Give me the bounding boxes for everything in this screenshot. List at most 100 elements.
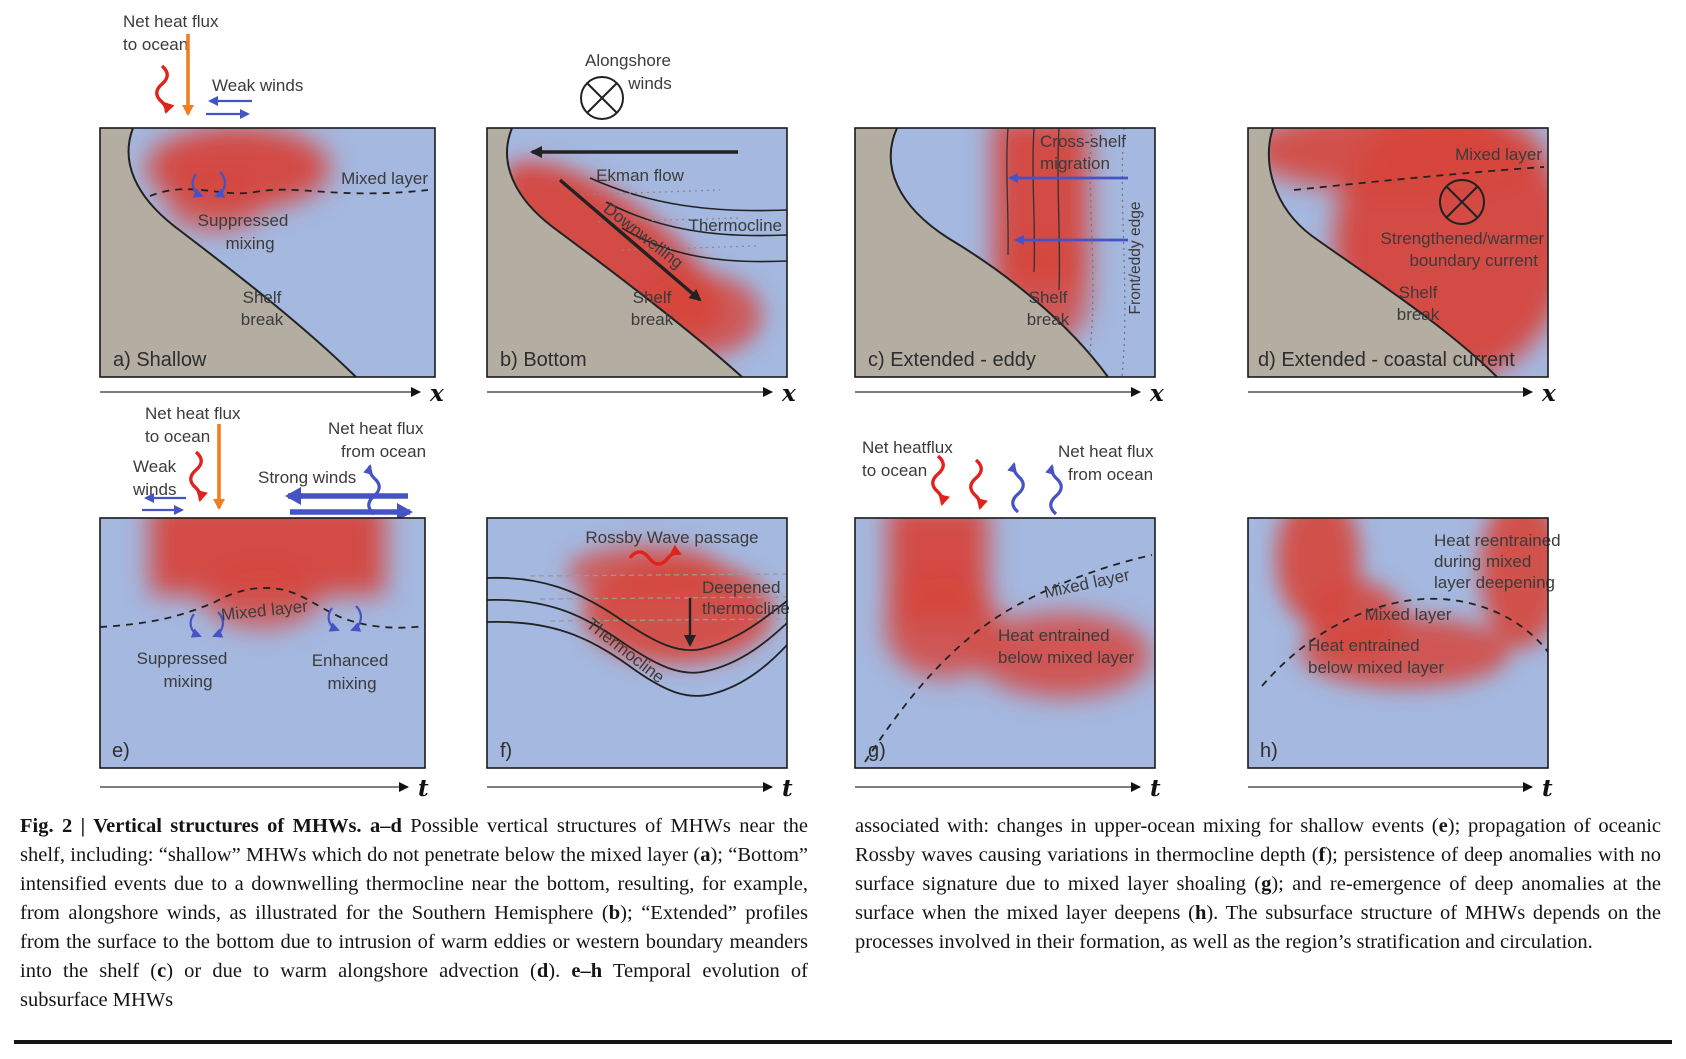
panel-g-t-axis-label: t	[1150, 775, 1161, 802]
panel-c-border	[854, 127, 1156, 378]
panel-h-border	[1247, 517, 1549, 769]
panel-d-mixed-layer-label: Mixed layer	[1455, 145, 1542, 164]
panel-d-coast-line	[1267, 127, 1498, 378]
panel-g-heat-entrained-label: Heat entrained	[998, 626, 1110, 645]
panel-h-reentrained-label: Heat reentrained	[1434, 531, 1561, 550]
panel-a-shelf-land	[100, 128, 356, 377]
panel-b-coast-line	[506, 127, 743, 378]
panel-g-title: g)	[868, 740, 886, 762]
panel-h: Heat reentrained during mixed layer deep…	[1247, 517, 1561, 802]
panel-c-coast-line	[889, 127, 1109, 378]
panel-f-rossby-label: Rossby Wave passage	[585, 528, 758, 547]
panel-e: Net heat flux to ocean Weak winds Strong…	[99, 404, 429, 802]
panel-b-reference-depth-lines	[574, 189, 757, 251]
suppressed-mixing-arrows-icon	[191, 171, 226, 198]
panel-e-t-axis-label: t	[418, 775, 429, 802]
panel-h-heat-entrained-label: Heat entrained	[1308, 636, 1420, 655]
panel-c-shelf-land	[855, 128, 1108, 377]
panel-d: Mixed layer Strengthened/warmer boundary…	[1247, 127, 1556, 407]
enhanced-mixing-arrows-icon	[327, 605, 362, 632]
panel-f-reference-depth-lines	[529, 573, 788, 622]
panel-d-shelf-break-label: Shelf	[1399, 283, 1438, 302]
panel-e-enhanced-mixing-label2: mixing	[327, 674, 376, 693]
cool-wavy-up-arrow-icon	[1045, 464, 1063, 516]
panel-d-border	[1247, 127, 1549, 378]
warm-wavy-down-arrow-icon	[969, 458, 989, 510]
warm-wavy-down-arrow-icon	[155, 64, 175, 114]
panel-b: Alongshore winds Ekman flow T	[486, 51, 796, 407]
weak-wind-double-arrow-icon	[206, 96, 252, 119]
panel-h-title: h)	[1260, 740, 1278, 762]
panel-a-suppressed-mixing-label2: mixing	[225, 234, 274, 253]
panel-e-strong-winds-label: Strong winds	[258, 468, 356, 487]
panel-e-suppressed-mixing-label2: mixing	[163, 672, 212, 691]
panel-g-heat-entrained-label2: below mixed layer	[998, 648, 1134, 667]
panel-b-border	[486, 127, 788, 378]
panel-a-border	[99, 127, 436, 378]
panel-g-heat-to-ocean-label: Net heatflux	[862, 438, 953, 457]
rossby-wave-arrow-icon	[628, 544, 682, 566]
warm-wavy-down-arrow-icon	[189, 450, 209, 502]
panel-d-x-axis-label: x	[1541, 380, 1556, 407]
cool-wavy-up-arrow-icon	[363, 464, 381, 516]
panel-h-mixed-layer-label: Mixed layer	[1365, 605, 1452, 624]
panel-b-thermocline-lines	[589, 177, 788, 263]
panel-g-heat-to-ocean-label2: to ocean	[862, 461, 927, 480]
panel-f-warm-anomaly	[567, 544, 773, 664]
panel-e-heat-from-ocean-label: Net heat flux	[328, 419, 424, 438]
panel-a-shelf-break-label: Shelf	[243, 288, 282, 307]
front-eddy-edge-lines	[1089, 127, 1126, 378]
panel-c-x-axis-label: x	[1149, 380, 1164, 407]
panel-a-x-axis-label: x	[429, 380, 444, 407]
downwelling-arrow-icon	[558, 178, 702, 302]
panel-b-thermocline-label: Thermocline	[688, 216, 782, 235]
panel-d-strengthened-label: Strengthened/warmer	[1381, 229, 1545, 248]
panel-f-thermocline-curves	[486, 576, 788, 697]
panel-a-suppressed-mixing-label: Suppressed	[198, 211, 289, 230]
panel-a-annotations: Net heat flux to ocean Weak winds	[123, 12, 303, 119]
suppressed-mixing-arrows-icon	[189, 611, 224, 638]
figure-2-graphics: Net heat flux to ocean Weak winds Mixed …	[99, 12, 1561, 802]
panel-h-mixed-layer-line	[1261, 598, 1549, 687]
panel-e-weak-winds-label: Weak	[133, 457, 177, 476]
panel-a-weak-winds-label: Weak winds	[212, 76, 303, 95]
panel-c-shelf-break-label: Shelf	[1029, 288, 1068, 307]
figure-caption-left: Fig. 2 | Vertical structures of MHWs. a–…	[20, 815, 808, 1011]
panel-e-warm-anomaly	[150, 518, 385, 628]
panel-h-t-axis-label: t	[1542, 775, 1553, 802]
panel-b-x-axis-label: x	[781, 380, 796, 407]
panel-d-shelf-land	[1248, 128, 1497, 377]
panel-b-title: b) Bottom	[500, 349, 587, 371]
figure-svg: Net heat flux to ocean Weak winds Mixed …	[99, 12, 1561, 802]
panel-h-reentrained-label2: during mixed	[1434, 552, 1531, 571]
panel-c-eddy-lines	[1006, 127, 1061, 291]
panel-h-reentrained-label3: layer deepening	[1434, 573, 1555, 592]
panel-g-border	[854, 517, 1156, 769]
panel-e-enhanced-mixing-label: Enhanced	[312, 651, 389, 670]
panel-a-shelf-break-label2: break	[241, 310, 284, 329]
panel-f-deepened-label2: thermocline	[702, 599, 790, 618]
panel-e-heat-from-ocean-label2: from ocean	[341, 442, 426, 461]
panel-b-shelf-land	[487, 128, 742, 377]
panel-d-mixed-layer-line	[1293, 166, 1545, 191]
panel-h-heat-entrained-label2: below mixed layer	[1308, 658, 1444, 677]
panel-b-ekman-flow-label: Ekman flow	[596, 166, 685, 185]
panel-b-annotations: Alongshore winds	[580, 51, 672, 120]
panel-c-cross-shelf-label: Cross-shelf	[1040, 132, 1126, 151]
panel-a: Net heat flux to ocean Weak winds Mixed …	[99, 12, 444, 407]
cross-shelf-arrows-icon	[1008, 173, 1128, 245]
panel-b-shelf-break-label2: break	[631, 310, 674, 329]
panel-h-warm-anomaly	[1276, 518, 1548, 688]
panel-a-mixed-layer-label: Mixed layer	[341, 169, 428, 188]
panel-g-heat-from-ocean-label2: from ocean	[1068, 465, 1153, 484]
panel-f-title: f)	[500, 740, 512, 762]
panel-f-t-axis-label: t	[782, 775, 793, 802]
panel-b-shelf-break-label: Shelf	[633, 288, 672, 307]
panel-f-border	[486, 517, 788, 769]
panel-d-strengthened-label2: boundary current	[1409, 251, 1538, 270]
weak-wind-double-arrow-icon	[142, 493, 186, 515]
panel-g-annotations: Net heatflux to ocean Net heat flux from…	[862, 438, 1154, 516]
panel-c-cross-shelf-label2: migration	[1040, 154, 1110, 173]
panel-c: Cross-shelf migration Front/eddy edge Sh…	[854, 127, 1164, 407]
panel-g-warm-anomaly	[885, 518, 1151, 697]
